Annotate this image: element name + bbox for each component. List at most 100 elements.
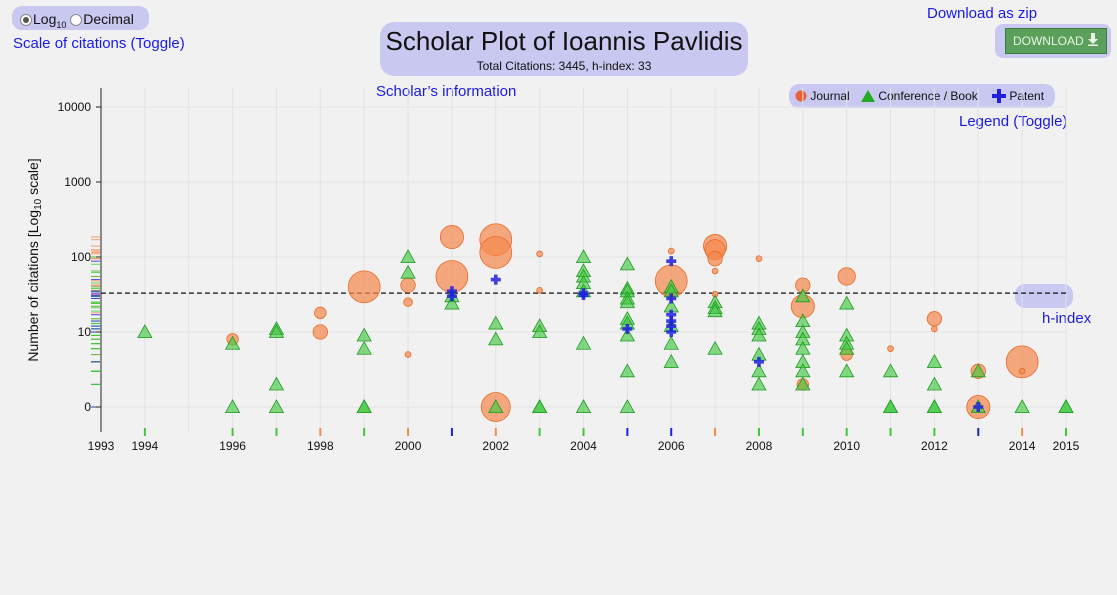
page-subtitle: Total Citations: 3445, h-index: 33 <box>476 59 652 73</box>
y-axis-label: Number of citations [Log10 scale] <box>25 158 44 361</box>
conference-point <box>619 290 636 305</box>
conference-point <box>795 376 811 391</box>
patent-point <box>973 402 984 412</box>
y-tick-label: 100 <box>71 250 91 264</box>
x-tick-label: 2010 <box>833 439 860 453</box>
decimal-label[interactable]: Decimal <box>83 11 134 27</box>
conference-point <box>619 399 636 414</box>
title-box: Scholar Plot of Ioannis Pavlidis Total C… <box>380 22 748 76</box>
journal-point <box>926 311 943 327</box>
download-arrow-icon <box>1087 30 1099 54</box>
journal-point <box>536 250 543 258</box>
conference-point <box>970 363 986 378</box>
conference-point <box>751 346 767 361</box>
legend-journal[interactable]: Journal <box>795 89 850 103</box>
conference-point <box>882 399 899 414</box>
journal-point <box>840 348 853 361</box>
conference-point <box>926 354 943 368</box>
journal-point <box>703 234 728 259</box>
conference-point <box>1014 399 1030 414</box>
conference-point <box>926 376 943 391</box>
y-tick-label: 10 <box>78 325 92 339</box>
conference-point <box>663 354 679 368</box>
x-tick-label: 2008 <box>746 439 773 453</box>
conference-point <box>575 268 592 283</box>
conference-point <box>663 279 679 293</box>
conference-point <box>356 327 372 342</box>
legend-conference[interactable]: Conference / Book <box>861 89 978 103</box>
patent-point <box>753 356 764 367</box>
patent-point <box>666 309 677 320</box>
download-box: DOWNLOAD <box>995 24 1111 58</box>
journal-circle-icon <box>795 90 807 102</box>
conference-point <box>619 294 636 309</box>
legend-box[interactable]: Journal Conference / Book Patent <box>789 84 1055 108</box>
patent-point <box>666 293 677 304</box>
data-marks <box>137 223 1074 422</box>
scale-toggle[interactable]: Log10 Decimal <box>12 6 149 30</box>
log-subscript: 10 <box>56 19 67 30</box>
legend-toggle-caption[interactable]: Legend (Toggle) <box>959 113 1068 130</box>
h-index-label: h-index <box>1042 310 1092 327</box>
download-zip-link[interactable]: Download as zip <box>927 5 1038 22</box>
h-index-handle[interactable] <box>1015 284 1073 308</box>
conference-point <box>444 295 460 310</box>
conference-point <box>531 324 548 339</box>
journal-point <box>704 239 726 261</box>
x-tick-label: 2015 <box>1053 439 1080 453</box>
conference-point <box>1058 399 1074 414</box>
patent-point <box>578 288 589 299</box>
conference-point <box>751 321 767 335</box>
download-button[interactable]: DOWNLOAD <box>1005 28 1107 54</box>
x-tick-label: 2014 <box>1009 439 1036 453</box>
journal-point <box>435 260 469 293</box>
decimal-radio[interactable] <box>70 14 83 27</box>
journal-point <box>226 333 239 346</box>
conference-point <box>970 399 986 414</box>
scholar-info-link[interactable]: Scholar’s information <box>376 83 517 100</box>
conference-point <box>531 399 548 414</box>
conference-point <box>531 399 548 414</box>
conference-point <box>224 335 241 350</box>
conference-point <box>488 315 504 330</box>
conference-point <box>137 324 153 339</box>
scale-toggle-caption[interactable]: Scale of citations (Toggle) <box>13 35 185 52</box>
conference-point <box>795 354 811 368</box>
patent-point <box>666 316 677 327</box>
conference-point <box>839 295 855 310</box>
log-label[interactable]: Log <box>33 11 57 27</box>
conference-point <box>488 399 504 414</box>
conference-point <box>356 399 372 414</box>
log-radio[interactable] <box>20 14 32 27</box>
conference-point <box>400 249 416 264</box>
patent-point <box>578 290 589 301</box>
journal-point <box>1005 345 1039 379</box>
legend-patent[interactable]: Patent <box>992 89 1044 103</box>
journal-point <box>312 324 328 340</box>
x-tick-label: 2006 <box>658 439 685 453</box>
conference-point <box>575 399 592 414</box>
conference-point <box>751 315 767 330</box>
y-tick-label: 1000 <box>64 175 91 189</box>
patent-cross-icon <box>992 89 1006 103</box>
journal-point <box>966 394 991 419</box>
conference-point <box>795 363 811 378</box>
journal-point <box>536 286 543 294</box>
conference-point <box>926 399 943 414</box>
conference-point <box>488 331 504 346</box>
journal-point <box>654 264 688 298</box>
journal-point <box>400 277 416 293</box>
legend-journal-label: Journal <box>810 89 850 103</box>
conference-point <box>795 340 811 355</box>
conference-point <box>575 275 592 290</box>
conference-point <box>268 376 285 391</box>
conference-point <box>926 399 943 414</box>
journal-point <box>790 294 815 319</box>
journal-point <box>403 297 413 307</box>
conference-point <box>444 288 460 303</box>
conference-point <box>619 315 636 330</box>
patent-point <box>446 291 457 302</box>
download-button-label: DOWNLOAD <box>1012 34 1084 48</box>
journal-point <box>479 236 513 269</box>
conference-point <box>356 399 372 414</box>
